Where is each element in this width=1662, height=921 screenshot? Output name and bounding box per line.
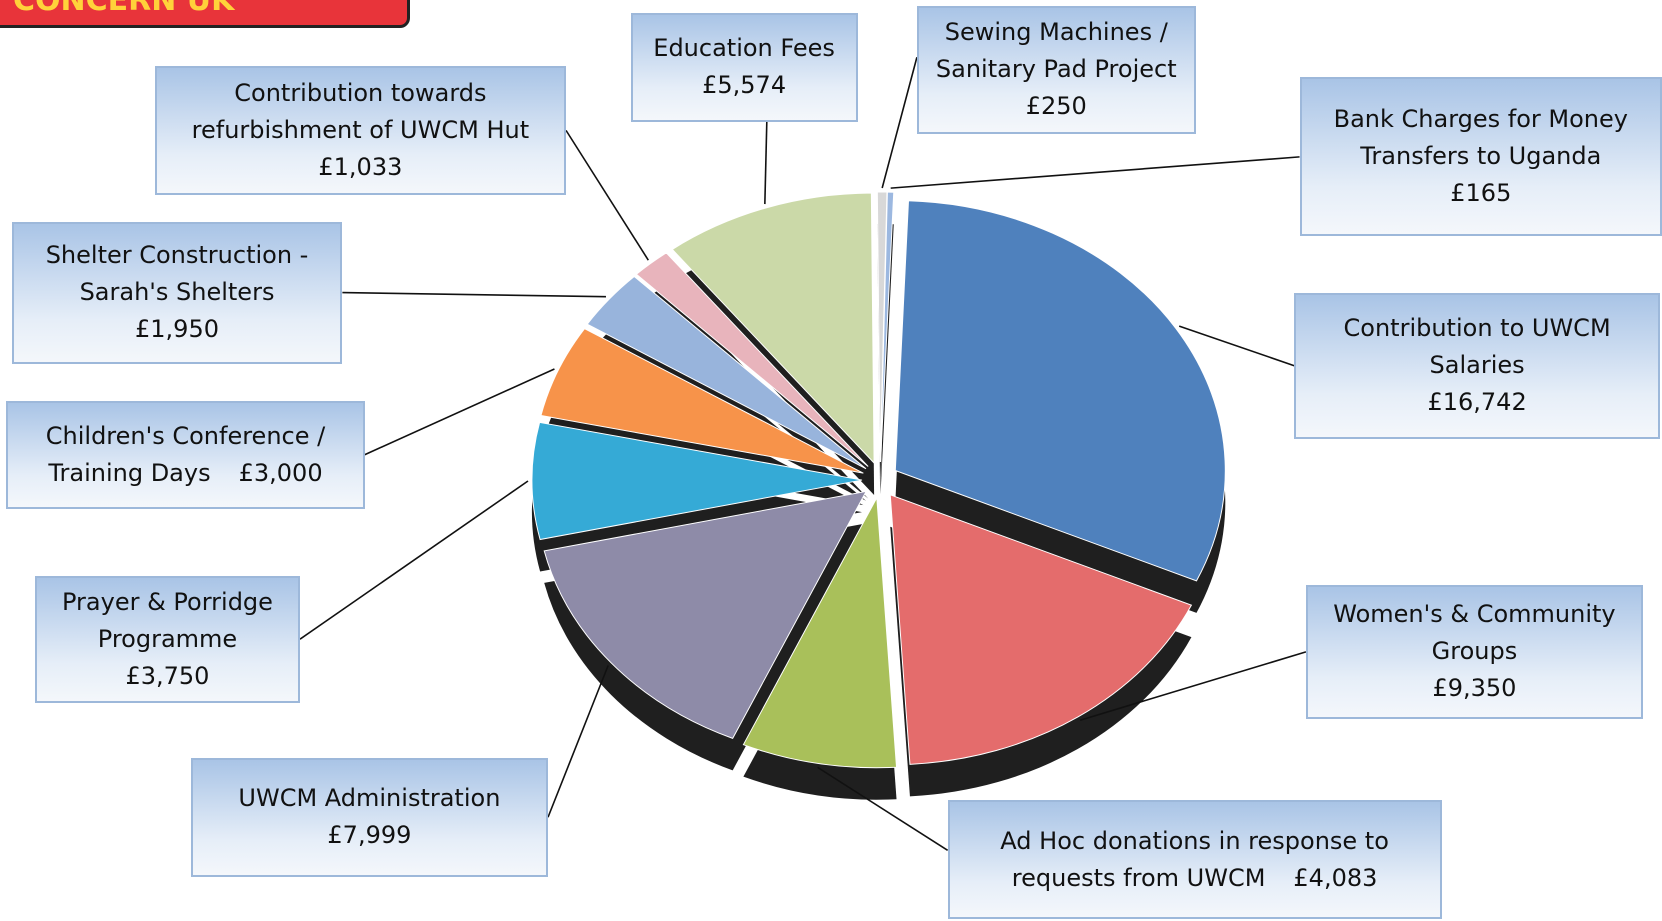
value-label: £3,000 (238, 458, 323, 487)
slice (635, 252, 869, 467)
leader-line (364, 368, 555, 456)
label-box: UWCM Administration £7,999 (190, 757, 549, 877)
category-label: Women's & Community Groups (1333, 600, 1616, 666)
value-label: £165 (1450, 179, 1512, 208)
label-box: Shelter Construction - Sarah's Shelters £… (11, 221, 343, 364)
leader-line (1079, 651, 1307, 721)
leader-line (565, 129, 649, 261)
value-label: £250 (1025, 92, 1087, 121)
slice (531, 421, 863, 541)
slice (889, 494, 1193, 765)
value-label: £3,750 (125, 661, 210, 690)
category-label: Contribution to UWCM Salaries (1343, 314, 1611, 380)
category-label: Prayer & Porridge Programme (61, 587, 273, 653)
leader-line (547, 665, 609, 818)
label-box: Prayer & Porridge Programme £3,750 (34, 575, 300, 703)
leader-line (1178, 325, 1295, 367)
leader-line (764, 121, 768, 205)
leader-line (299, 480, 529, 640)
value-label: £4,083 (1293, 863, 1378, 892)
label-box: Contribution to UWCM Salaries £16,742 (1294, 292, 1660, 439)
label-box: Women's & Community Groups £9,350 (1305, 585, 1643, 719)
label-box: Contribution towards refurbishment of UW… (154, 65, 567, 196)
label-box: Ad Hoc donations in response to requests… (947, 800, 1442, 920)
category-label: Bank Charges for Money Transfers to Ugan… (1333, 105, 1628, 171)
header: CONCERN UK (0, 0, 410, 28)
label-box: Bank Charges for Money Transfers to Ugan… (1299, 77, 1662, 237)
label-box: Sewing Machines / Sanitary Pad Project £2… (916, 6, 1196, 134)
value-label: £16,742 (1427, 388, 1527, 417)
leader-line (890, 156, 1300, 189)
slice (543, 490, 868, 740)
leader-line (817, 766, 949, 851)
slice-side (880, 224, 894, 495)
leader-line (342, 291, 606, 298)
category-label: Education Fees (653, 34, 835, 63)
slice (540, 327, 864, 474)
slice (586, 275, 867, 470)
value-label: £1,033 (318, 152, 403, 181)
value-label: £5,574 (702, 71, 787, 100)
label-box: Education Fees £5,574 (630, 12, 858, 122)
slice (671, 192, 875, 465)
value-label: £1,950 (135, 315, 219, 344)
value-label: £9,350 (1432, 674, 1517, 703)
category-label: Sewing Machines / Sanitary Pad Project (935, 18, 1177, 84)
leader-line (881, 57, 918, 189)
value-label: £7,999 (327, 821, 412, 850)
slice (894, 200, 1226, 582)
label-box: Children's Conference / Training Days £3,… (6, 400, 365, 509)
category-label: Contribution towards refurbishment of UW… (191, 78, 530, 144)
slice (880, 191, 895, 463)
category-label: Ad Hoc donations in response to requests… (1000, 826, 1389, 892)
slice (742, 495, 898, 769)
category-label: Children's Conference / Training Days (45, 421, 326, 487)
category-label: Shelter Construction - Sarah's Shelters (45, 241, 309, 307)
category-label: UWCM Administration (238, 784, 501, 813)
